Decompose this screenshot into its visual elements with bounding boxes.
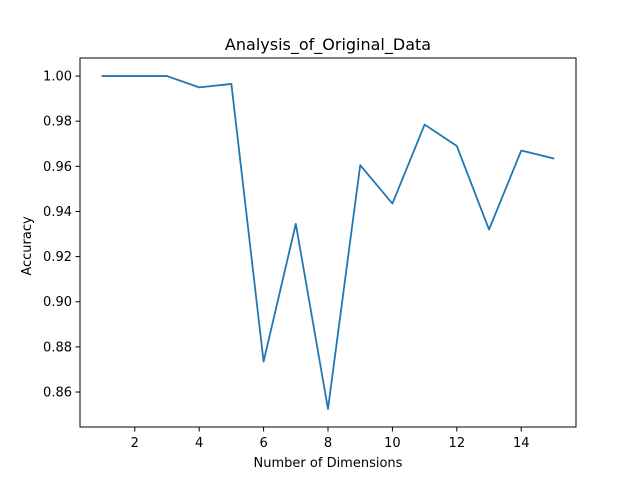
y-tick-label: 0.94 — [43, 205, 72, 220]
series-line — [101, 75, 555, 410]
y-tick-label: 0.92 — [43, 250, 72, 265]
y-tick-label: 0.90 — [43, 295, 72, 310]
y-tick-label: 0.86 — [43, 386, 72, 401]
series-layer — [101, 75, 555, 410]
x-tick-label: 2 — [131, 436, 139, 451]
x-tick-label: 10 — [384, 436, 401, 451]
y-axis-label: Accuracy — [20, 216, 35, 276]
x-tick-label: 12 — [449, 436, 466, 451]
y-tick-label: 0.88 — [43, 340, 72, 355]
x-tick-label: 8 — [324, 436, 332, 451]
x-axis-label: Number of Dimensions — [254, 456, 403, 471]
chart-title: Analysis_of_Original_Data — [225, 35, 431, 55]
x-axis-ticks: 2 4 6 8 10 12 14 — [131, 427, 530, 451]
x-tick-label: 14 — [513, 436, 530, 451]
y-axis-ticks: 0.86 0.88 0.90 0.92 0.94 0.96 0.98 1.00 — [43, 70, 80, 401]
y-tick-label: 0.96 — [43, 160, 72, 175]
x-tick-label: 4 — [195, 436, 203, 451]
y-tick-label: 1.00 — [43, 70, 72, 85]
x-tick-label: 6 — [259, 436, 267, 451]
y-tick-label: 0.98 — [43, 115, 72, 130]
plot-area-frame — [79, 57, 577, 428]
